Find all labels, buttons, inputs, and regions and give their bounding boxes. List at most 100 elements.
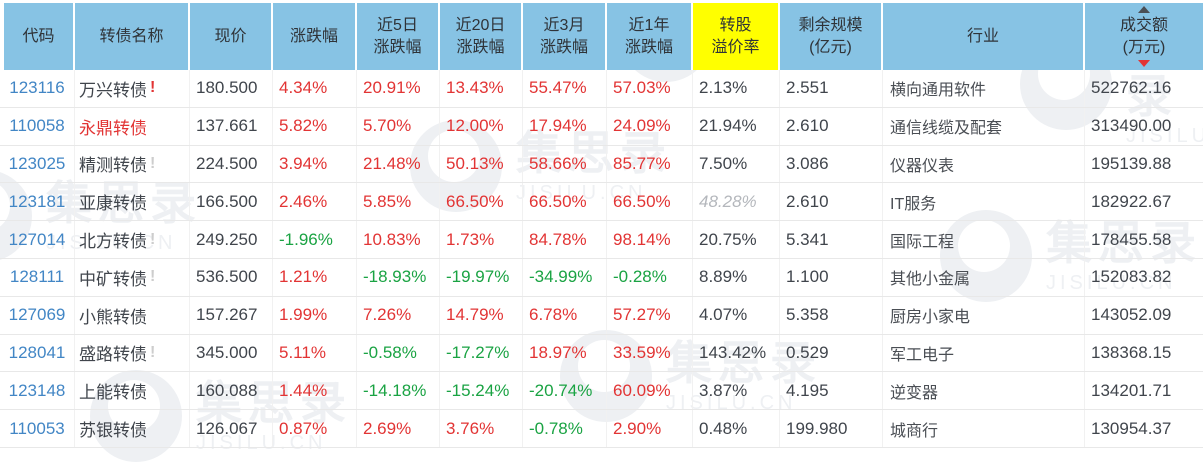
cell-name: 苏银转债 [75, 410, 190, 447]
cell-code: 127014 [0, 221, 75, 258]
bond-name-link[interactable]: 中矿转债 [79, 269, 147, 289]
cell-change: 1.99% [273, 296, 357, 334]
cell-change-5d: 21.48% [357, 145, 440, 183]
table-row: 123148 上能转债 160.088 1.44% -14.18% -15.24… [0, 372, 1203, 411]
cell-change-5d: -18.93% [357, 258, 440, 296]
cell-scale: 2.610 [780, 107, 883, 145]
column-header-change-5d[interactable]: 近5日 涨跌幅 [357, 3, 440, 70]
cell-change-1y: 33.59% [607, 334, 693, 372]
column-header-label: 近5日 [377, 16, 418, 34]
cell-name: 亚康转债 [75, 183, 190, 221]
cell-industry: 军工电子 [883, 334, 1085, 372]
cell-turnover: 522762.16 [1091, 78, 1172, 98]
table-row: 123025 精测转债! 224.500 3.94% 21.48% 50.13%… [0, 145, 1203, 184]
cell-price: 126.067 [190, 410, 273, 447]
column-header-label: 溢价率 [711, 38, 760, 56]
cell-price: 536.500 [190, 258, 273, 296]
cell-change-5d: 10.83% [357, 221, 440, 258]
cell-code: 123116 [0, 70, 75, 107]
bond-name-link[interactable]: 亚康转债 [79, 194, 147, 214]
cell-scale: 1.100 [780, 258, 883, 296]
bond-name-link[interactable]: 苏银转债 [79, 421, 147, 441]
cell-change: 4.34% [273, 70, 357, 107]
cell-change-20d: 50.13% [440, 145, 523, 183]
column-header-scale[interactable]: 剩余规模 (亿元) [780, 3, 883, 70]
bond-code-link[interactable]: 127014 [8, 229, 66, 249]
column-header-label: 近1年 [628, 16, 670, 34]
cell-premium: 20.75% [693, 221, 780, 258]
cell-scale: 2.610 [780, 183, 883, 221]
table-row: 110053 苏银转债 126.067 0.87% 2.69% 3.76% -0… [0, 410, 1203, 448]
cell-premium: 2.13% [693, 70, 780, 107]
bond-name-link[interactable]: 北方转债 [79, 232, 147, 252]
table-row: 128111 中矿转债! 536.500 1.21% -18.93% -19.9… [0, 258, 1203, 297]
cell-code: 110058 [0, 107, 75, 145]
cell-name: 中矿转债! [75, 258, 190, 296]
bond-code-link[interactable]: 110058 [9, 116, 65, 136]
column-header-industry[interactable]: 行业 [883, 3, 1085, 70]
bond-name-link[interactable]: 小熊转债 [79, 307, 147, 327]
cell-change: 5.11% [273, 334, 357, 372]
cell-change-20d: 14.79% [440, 296, 523, 334]
table-row: 123116 万兴转债! 180.500 4.34% 20.91% 13.43%… [0, 70, 1203, 108]
bond-code-link[interactable]: 123181 [8, 191, 66, 211]
bond-name-link[interactable]: 盛路转债 [79, 345, 147, 365]
cell-change-5d: 5.70% [357, 107, 440, 145]
column-header-change-20d[interactable]: 近20日 涨跌幅 [440, 3, 523, 70]
cell-turnover: 182922.67 [1091, 191, 1172, 211]
column-header-change-3m[interactable]: 近3月 涨跌幅 [523, 3, 607, 70]
table-row: 128041 盛路转债! 345.000 5.11% -0.58% -17.27… [0, 334, 1203, 373]
cell-name: 盛路转债! [75, 334, 190, 372]
column-header-price[interactable]: 现价 [190, 3, 273, 70]
column-header-turnover[interactable]: 成交额 (万元) [1085, 3, 1203, 70]
cell-change-20d: 13.43% [440, 70, 523, 107]
cell-change: 2.46% [273, 183, 357, 221]
column-header-premium[interactable]: 转股 溢价率 [693, 3, 780, 70]
bond-code-link[interactable]: 127069 [8, 305, 66, 325]
cell-change-3m: 6.78% [523, 296, 607, 334]
sort-asc-icon [1138, 6, 1150, 13]
cell-change-3m: -34.99% [523, 258, 607, 296]
column-header-label: 现价 [214, 27, 247, 45]
cell-turnover: 195139.88 [1091, 153, 1172, 173]
cell-change-3m: 58.66% [523, 145, 607, 183]
table-row: 127014 北方转债! 249.250 -1.96% 10.83% 1.73%… [0, 221, 1203, 259]
bond-name-link[interactable]: 精测转债 [79, 156, 147, 176]
cell-change-5d: 2.69% [357, 410, 440, 447]
column-header-change[interactable]: 涨跌幅 [273, 3, 357, 70]
cell-industry: 其他小金属 [883, 258, 1085, 296]
bond-name-link[interactable]: 万兴转债 [79, 80, 147, 100]
column-header-label: (亿元) [809, 38, 852, 56]
cell-premium: 3.87% [693, 372, 780, 410]
cell-name: 北方转债! [75, 221, 190, 258]
bond-code-link[interactable]: 123025 [8, 153, 66, 173]
cell-price: 180.500 [190, 70, 273, 107]
bond-code-link[interactable]: 128041 [8, 342, 66, 362]
cell-turnover: 152083.82 [1091, 267, 1172, 287]
cell-change-3m: 18.97% [523, 334, 607, 372]
column-header-name[interactable]: 转债名称 [75, 3, 190, 70]
cell-price: 166.500 [190, 183, 273, 221]
column-header-code[interactable]: 代码 [0, 3, 75, 70]
cell-change-20d: 3.76% [440, 410, 523, 447]
column-header-change-1y[interactable]: 近1年 涨跌幅 [607, 3, 693, 70]
cell-industry: 厨房小家电 [883, 296, 1085, 334]
cell-name: 上能转债 [75, 372, 190, 410]
cell-name: 万兴转债! [75, 70, 190, 107]
cell-change-20d: 12.00% [440, 107, 523, 145]
cell-turnover: 134201.71 [1091, 380, 1172, 400]
bond-name-link[interactable]: 上能转债 [79, 383, 147, 403]
cell-change-20d: -17.27% [440, 334, 523, 372]
bond-code-link[interactable]: 123148 [8, 380, 66, 400]
cell-change-1y: 85.77% [607, 145, 693, 183]
bond-alert-icon: ! [150, 154, 156, 172]
bond-code-link[interactable]: 123116 [9, 78, 65, 98]
bond-code-link[interactable]: 110053 [9, 418, 65, 438]
cell-change-1y: 57.03% [607, 70, 693, 107]
cell-change-3m: 66.50% [523, 183, 607, 221]
cell-change-1y: 2.90% [607, 410, 693, 447]
bond-name-link[interactable]: 永鼎转债 [79, 118, 147, 138]
cell-turnover: 178455.58 [1091, 229, 1172, 249]
bond-code-link[interactable]: 128111 [9, 267, 65, 287]
cell-code: 123181 [0, 183, 75, 221]
